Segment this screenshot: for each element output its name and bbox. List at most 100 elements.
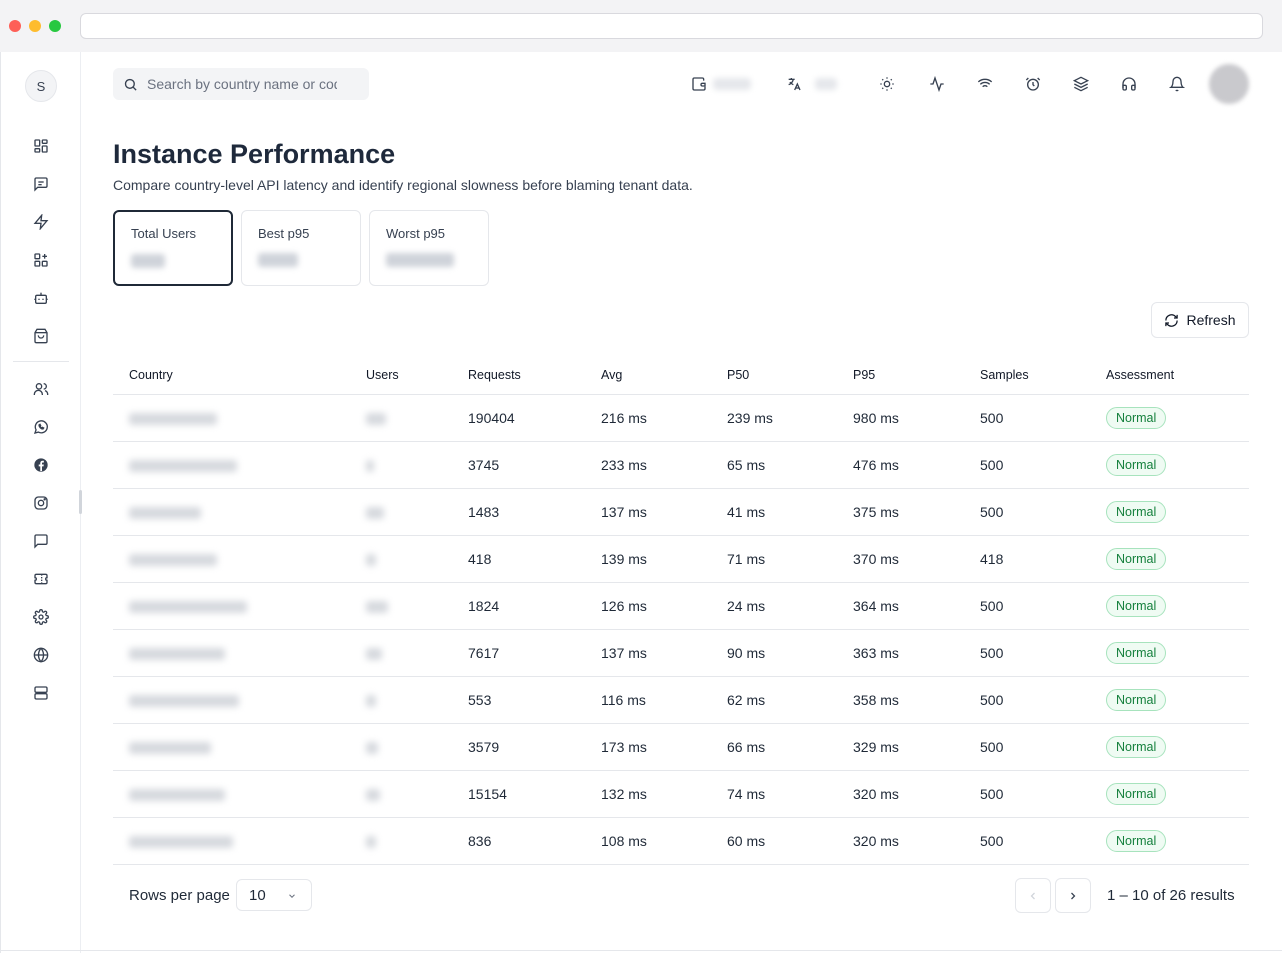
message-square-icon[interactable]: [31, 174, 51, 194]
whatsapp-icon[interactable]: [31, 417, 51, 437]
server-icon[interactable]: [31, 683, 51, 703]
table-row[interactable]: 15154 132 ms 74 ms 320 ms 500 Normal: [113, 771, 1249, 818]
dashboard-icon[interactable]: [31, 136, 51, 156]
bell-icon[interactable]: [1167, 74, 1187, 94]
stat-card-worst-p95[interactable]: Worst p95: [369, 210, 489, 286]
cell-avg: 139 ms: [601, 551, 647, 567]
activity-icon[interactable]: [927, 74, 947, 94]
cell-p50: 24 ms: [727, 598, 766, 614]
instagram-icon[interactable]: [31, 493, 51, 513]
cell-users-redacted: [366, 836, 376, 848]
cell-requests: 190404: [468, 410, 515, 426]
globe-icon[interactable]: [31, 645, 51, 665]
cell-avg: 116 ms: [601, 692, 646, 708]
alarm-clock-icon[interactable]: [1023, 74, 1043, 94]
users-icon[interactable]: [31, 379, 51, 399]
browser-titlebar: [0, 0, 1282, 52]
search-icon: [124, 78, 137, 91]
rows-per-page-label: Rows per page: [129, 887, 230, 904]
column-header-requests[interactable]: Requests: [468, 368, 521, 382]
cell-users-redacted: [366, 554, 376, 566]
column-header-avg[interactable]: Avg: [601, 368, 623, 382]
column-header-p95[interactable]: P95: [853, 368, 876, 382]
window-bottom-edge: [0, 950, 1282, 951]
table-row[interactable]: 3579 173 ms 66 ms 329 ms 500 Normal: [113, 724, 1249, 771]
language-value: [815, 78, 837, 90]
rows-per-page-select[interactable]: 10: [236, 879, 312, 911]
wallet-icon[interactable]: [689, 74, 709, 94]
cell-avg: 137 ms: [601, 504, 647, 520]
search-box[interactable]: [113, 68, 369, 100]
close-window-button[interactable]: [9, 20, 21, 32]
cell-p50: 239 ms: [727, 410, 773, 426]
cell-samples: 500: [980, 598, 1004, 614]
sun-icon[interactable]: [877, 74, 897, 94]
cell-p50: 41 ms: [727, 504, 766, 520]
status-badge: Normal: [1106, 642, 1167, 664]
column-header-users[interactable]: Users: [366, 368, 399, 382]
cell-p95: 320 ms: [853, 833, 899, 849]
chat-bubble-icon[interactable]: [31, 531, 51, 551]
cell-requests: 1483: [468, 504, 500, 520]
cell-requests: 553: [468, 692, 492, 708]
layers-icon[interactable]: [1071, 74, 1091, 94]
refresh-button[interactable]: Refresh: [1151, 302, 1249, 338]
minimize-window-button[interactable]: [29, 20, 41, 32]
headphones-icon[interactable]: [1119, 74, 1139, 94]
results-count: 1 – 10 of 26 results: [1107, 887, 1235, 904]
column-header-samples[interactable]: Samples: [980, 368, 1029, 382]
chevron-right-icon: [1071, 892, 1076, 899]
page-subtitle: Compare country-level API latency and id…: [113, 177, 693, 193]
cell-country-redacted: [129, 554, 217, 566]
cell-p95: 363 ms: [853, 645, 899, 661]
stat-card-total-users[interactable]: Total Users: [113, 210, 233, 286]
cell-requests: 1824: [468, 598, 500, 614]
cell-p95: 375 ms: [853, 504, 899, 520]
stat-card-best-p95[interactable]: Best p95: [241, 210, 361, 286]
sidebar: S: [0, 52, 82, 953]
table-row[interactable]: 190404 216 ms 239 ms 980 ms 500 Normal: [113, 395, 1249, 442]
table-row[interactable]: 418 139 ms 71 ms 370 ms 418 Normal: [113, 536, 1249, 583]
user-avatar[interactable]: [1209, 64, 1249, 104]
settings-icon[interactable]: [31, 607, 51, 627]
table-row[interactable]: 7617 137 ms 90 ms 363 ms 500 Normal: [113, 630, 1249, 677]
column-header-p50[interactable]: P50: [727, 368, 750, 382]
column-header-assessment[interactable]: Assessment: [1106, 368, 1175, 382]
wifi-icon[interactable]: [975, 74, 995, 94]
cell-country-redacted: [129, 695, 239, 707]
apps-add-icon[interactable]: [31, 250, 51, 270]
zap-icon[interactable]: [31, 212, 51, 232]
table-row[interactable]: 1483 137 ms 41 ms 375 ms 500 Normal: [113, 489, 1249, 536]
next-page-button[interactable]: [1055, 878, 1091, 913]
ticket-icon[interactable]: [31, 569, 51, 589]
cell-requests: 15154: [468, 786, 507, 802]
address-bar[interactable]: [80, 13, 1263, 39]
table-row[interactable]: 836 108 ms 60 ms 320 ms 500 Normal: [113, 818, 1249, 865]
cell-users-redacted: [366, 460, 374, 472]
bot-icon[interactable]: [31, 288, 51, 308]
cell-requests: 418: [468, 551, 492, 567]
inbox-icon[interactable]: [31, 326, 51, 346]
cell-avg: 108 ms: [601, 833, 647, 849]
cell-p95: 980 ms: [853, 410, 899, 426]
cell-p50: 62 ms: [727, 692, 766, 708]
facebook-icon[interactable]: [31, 455, 51, 475]
page-title: Instance Performance: [113, 139, 396, 169]
cell-p50: 66 ms: [727, 739, 766, 755]
cell-users-redacted: [366, 695, 376, 707]
column-header-country[interactable]: Country: [129, 368, 173, 382]
workspace-avatar[interactable]: S: [25, 70, 57, 102]
maximize-window-button[interactable]: [49, 20, 61, 32]
status-badge: Normal: [1106, 830, 1167, 852]
cell-avg: 216 ms: [601, 410, 647, 426]
cell-country-redacted: [129, 413, 217, 425]
table-row[interactable]: 1824 126 ms 24 ms 364 ms 500 Normal: [113, 583, 1249, 630]
previous-page-button[interactable]: [1015, 878, 1051, 913]
search-input[interactable]: [147, 76, 337, 92]
table-row[interactable]: 553 116 ms 62 ms 358 ms 500 Normal: [113, 677, 1249, 724]
table-row[interactable]: 3745 233 ms 65 ms 476 ms 500 Normal: [113, 442, 1249, 489]
cell-p95: 320 ms: [853, 786, 899, 802]
sidebar-scroll-indicator[interactable]: [79, 490, 82, 514]
table-body: 190404 216 ms 239 ms 980 ms 500 Normal 3745 233…: [113, 395, 1249, 865]
translate-icon[interactable]: [784, 74, 804, 94]
